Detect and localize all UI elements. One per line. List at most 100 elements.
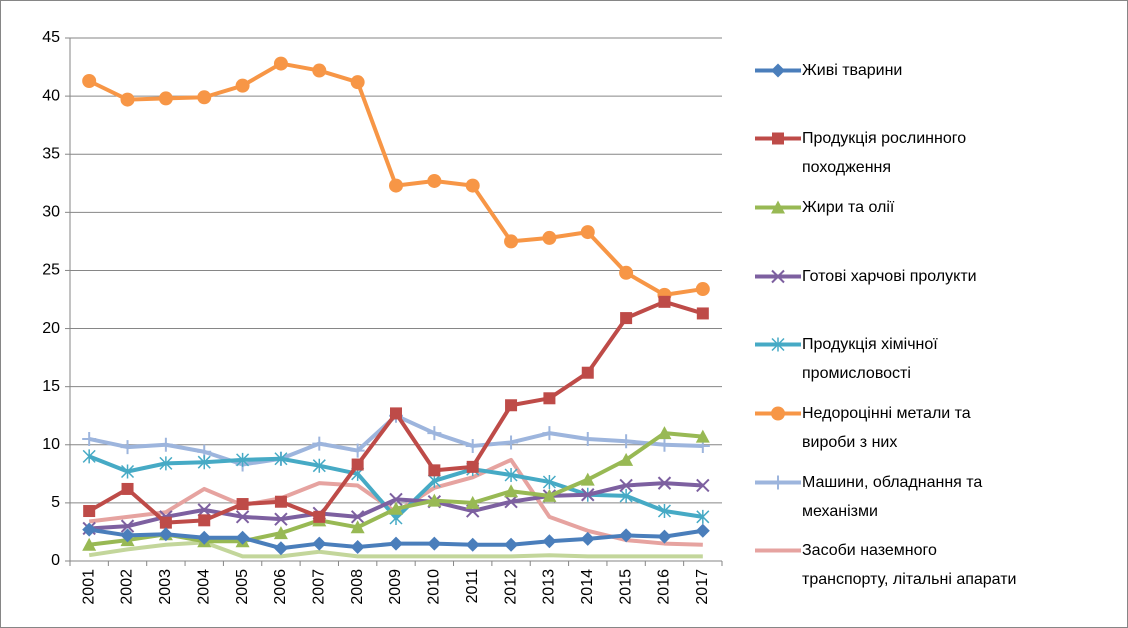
marker — [350, 443, 365, 458]
marker — [771, 63, 785, 77]
marker — [198, 514, 211, 527]
marker — [312, 436, 327, 451]
series — [82, 426, 710, 551]
marker — [580, 472, 595, 486]
marker — [619, 265, 634, 280]
legend-label: Продукція рослинного походження — [802, 130, 967, 177]
marker — [82, 431, 97, 446]
x-tick-label: 2014 — [579, 569, 596, 605]
marker — [159, 516, 172, 529]
marker — [772, 132, 784, 145]
marker — [120, 464, 135, 479]
marker — [580, 531, 595, 546]
legend-swatch — [755, 475, 801, 490]
marker — [505, 399, 518, 412]
legend-swatch — [755, 63, 801, 77]
legend-item: Машини, обладнання та механізми — [755, 468, 1055, 526]
marker — [542, 488, 557, 502]
marker — [504, 484, 519, 498]
marker — [504, 495, 518, 509]
marker — [657, 529, 672, 544]
marker — [273, 526, 288, 540]
marker — [696, 307, 709, 320]
marker — [158, 527, 173, 542]
legend-swatch — [755, 406, 801, 421]
marker — [390, 407, 402, 420]
marker — [236, 452, 250, 467]
series — [82, 522, 710, 556]
legend-item: Продукція рослинного походження — [755, 124, 1055, 182]
y-tick-label: 5 — [51, 494, 60, 511]
marker — [619, 478, 633, 493]
marker — [159, 456, 173, 471]
marker — [197, 90, 212, 105]
marker — [696, 509, 710, 524]
legend-item: Готові харчові пролукти — [755, 262, 1055, 291]
marker — [542, 534, 557, 549]
marker — [771, 337, 785, 352]
marker — [236, 498, 249, 511]
marker — [657, 437, 672, 452]
marker — [120, 92, 135, 107]
line — [88, 413, 703, 467]
marker — [312, 536, 327, 551]
marker — [312, 63, 327, 78]
y-tick-label: 25 — [42, 262, 60, 279]
marker — [771, 269, 785, 283]
marker — [389, 536, 403, 551]
marker — [465, 438, 480, 453]
legend-label: Засоби наземного транспорту, літальні ап… — [802, 542, 1017, 589]
marker — [657, 426, 672, 440]
marker — [695, 282, 710, 297]
marker — [543, 392, 556, 405]
y-tick-label: 45 — [42, 29, 60, 46]
x-tick-label: 2006 — [272, 569, 289, 605]
marker — [197, 503, 211, 517]
marker — [619, 488, 633, 503]
marker — [542, 230, 557, 245]
marker — [235, 78, 250, 93]
marker — [658, 295, 671, 308]
marker — [274, 451, 288, 466]
marker — [274, 512, 288, 526]
x-tick-label: 2002 — [119, 569, 136, 605]
x-tick-label: 2005 — [234, 569, 251, 605]
y-tick-label: 10 — [42, 436, 60, 453]
marker — [542, 426, 557, 441]
marker — [504, 537, 519, 552]
x-tick-label: 2016 — [656, 569, 673, 605]
marker — [389, 501, 403, 515]
line — [88, 540, 703, 559]
marker — [620, 312, 633, 325]
marker — [158, 437, 173, 452]
x-tick-label: 2015 — [617, 569, 634, 605]
legend-label: Продукція хімічної промисловості — [802, 336, 938, 383]
marker — [465, 178, 480, 193]
x-tick-label: 2001 — [80, 569, 97, 605]
marker — [695, 429, 710, 443]
marker — [82, 74, 97, 89]
marker — [83, 505, 96, 518]
marker — [274, 495, 287, 508]
marker — [350, 520, 365, 534]
marker — [657, 476, 672, 490]
marker — [273, 541, 288, 556]
marker — [465, 495, 480, 509]
marker — [504, 435, 519, 450]
x-tick-label: 2008 — [349, 569, 366, 605]
marker — [427, 173, 442, 188]
marker — [427, 426, 442, 441]
marker — [542, 474, 556, 489]
marker — [389, 492, 403, 507]
marker — [197, 455, 211, 470]
x-tick-label: 2009 — [387, 569, 404, 605]
marker — [82, 537, 97, 551]
marker — [696, 478, 710, 493]
marker — [619, 528, 634, 543]
legend-item: Жири та олії — [755, 193, 1055, 222]
marker — [120, 519, 135, 533]
marker — [504, 234, 519, 249]
marker — [619, 434, 634, 449]
x-tick-label: 2012 — [502, 569, 519, 605]
